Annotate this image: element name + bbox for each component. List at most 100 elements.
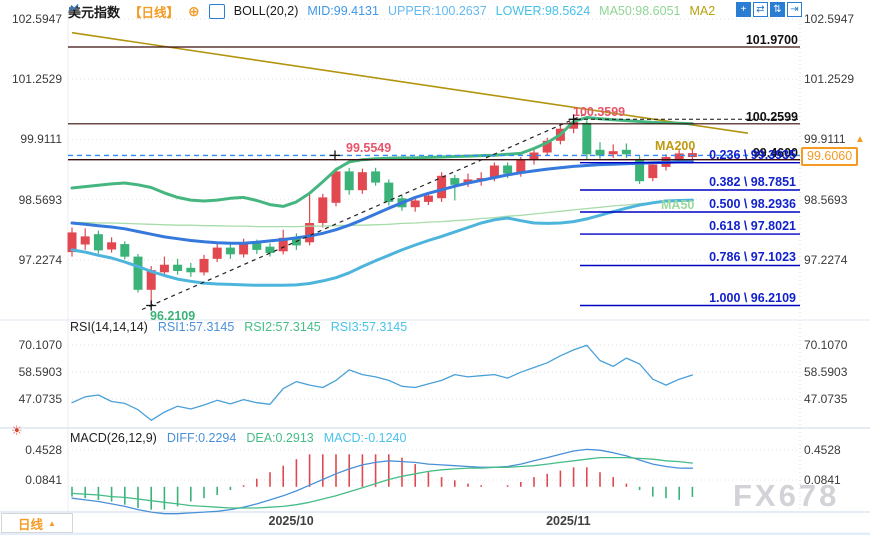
price-axis-label-left: 98.5693 xyxy=(18,192,62,207)
candle xyxy=(93,234,103,251)
rsi2-value: RSI2:57.3145 xyxy=(244,320,321,334)
current-price-tag: 99.6060 xyxy=(801,147,859,166)
level-label-101.97: 101.9700 xyxy=(745,33,798,48)
symbol-title: 美元指数 xyxy=(68,4,121,20)
candle xyxy=(608,151,618,155)
candle xyxy=(542,140,552,153)
candle xyxy=(569,122,579,129)
fib-level-label: 0.786 \ 97.1023 xyxy=(709,250,796,265)
rsi-legend: RSI(14,14,14) RSI1:57.3145 RSI2:57.3145 … xyxy=(70,320,407,334)
candle xyxy=(450,178,460,185)
ma50-value: MA50:98.6051 xyxy=(599,4,681,18)
candle xyxy=(67,232,77,253)
price-axis-label-left: 101.2529 xyxy=(11,72,62,87)
candle xyxy=(621,149,631,155)
candle xyxy=(278,237,288,252)
candle xyxy=(595,149,605,156)
candle xyxy=(516,160,526,174)
ma200-value: MA2 xyxy=(689,4,716,18)
candle xyxy=(384,182,394,202)
fib-level-label: 0.382 \ 98.7851 xyxy=(709,174,796,189)
ma50-line xyxy=(71,200,694,228)
candle xyxy=(120,244,130,257)
rsi-axis-label-left: 70.1070 xyxy=(18,338,62,352)
candle xyxy=(252,243,262,250)
candle xyxy=(582,122,592,155)
watermark: FX678 xyxy=(733,478,840,513)
brightness-icon[interactable]: ☀ xyxy=(11,423,23,438)
period-selector-label: 日线 xyxy=(18,517,44,532)
rsi-axis-label-right: 70.1070 xyxy=(804,338,848,352)
candle xyxy=(186,267,196,273)
candle xyxy=(146,270,156,290)
move-tool-icon[interactable]: + xyxy=(736,2,751,17)
period-selector[interactable]: 日线 ▲ xyxy=(1,513,73,533)
rsi-axis-label-right: 58.5903 xyxy=(804,364,848,379)
boll-upper-value: UPPER:100.2637 xyxy=(387,4,487,18)
candle xyxy=(437,175,447,199)
candle xyxy=(239,243,249,255)
candle xyxy=(265,246,275,253)
rsi-name: RSI(14,14,14) xyxy=(70,320,148,334)
macd-axis-label-right: 0.0841 xyxy=(804,473,841,487)
axis-zoom-icon[interactable]: ⇄ xyxy=(753,2,768,17)
candle xyxy=(305,223,315,243)
boll-upper-line xyxy=(70,116,694,208)
macd-axis-label-left: 0.4528 xyxy=(25,443,62,457)
price-axis-label-right: 97.2274 xyxy=(804,252,848,267)
mid-price-label: 99.5549 xyxy=(346,141,392,156)
rsi-axis-label-left: 58.5903 xyxy=(18,364,62,379)
rsi3-value: RSI3:57.3145 xyxy=(330,320,408,334)
boll-lower-value: LOWER:98.5624 xyxy=(495,4,591,18)
candle xyxy=(410,200,420,208)
candle xyxy=(133,256,143,290)
add-icon[interactable]: ⊕ xyxy=(188,2,200,19)
x-axis-label: 2025/11 xyxy=(546,514,591,528)
period-tag[interactable]: 【日线】 xyxy=(129,5,180,20)
boll-lower-line xyxy=(70,198,694,287)
ma200-line xyxy=(71,31,749,134)
macd-value: MACD:-0.1240 xyxy=(323,431,407,445)
macd-axis-label-right: 0.4528 xyxy=(804,443,841,457)
price-up-arrow-icon: ▲ xyxy=(855,134,865,145)
boll-mid-line xyxy=(70,160,694,245)
candle xyxy=(635,159,645,182)
rsi1-value: RSI1:57.3145 xyxy=(157,320,235,334)
ma200-label: MA200 xyxy=(655,139,696,153)
candle xyxy=(331,171,341,203)
candle xyxy=(159,264,169,273)
macd-histogram xyxy=(71,454,694,510)
price-axis-label-right: 101.2529 xyxy=(804,72,855,87)
boll-mid-value: MID:99.4131 xyxy=(307,4,379,18)
fib-trendline[interactable] xyxy=(141,113,587,311)
price-axis-label-right: 98.5693 xyxy=(804,192,848,207)
candle xyxy=(80,236,90,245)
fib-level-label: 0.618 \ 97.8021 xyxy=(709,219,796,234)
candle xyxy=(357,172,367,191)
fib-level-label: 1.000 \ 96.2109 xyxy=(709,290,796,305)
candle xyxy=(173,264,183,271)
macd-diff-value: DIFF:0.2294 xyxy=(166,431,237,445)
price-axis-label-left: 97.2274 xyxy=(18,252,62,267)
candle xyxy=(489,165,499,179)
x-axis-label: 2025/10 xyxy=(268,514,314,528)
candle xyxy=(344,171,354,191)
candle xyxy=(648,164,658,179)
indicator-chart-icon[interactable] xyxy=(68,3,225,19)
chart-zoom-icon[interactable]: ⇅ xyxy=(770,2,785,17)
fib-low-label: 96.2109 xyxy=(150,309,196,323)
pan-right-icon[interactable]: ⇥ xyxy=(787,2,802,17)
candle xyxy=(674,153,684,161)
boll-label: BOLL(20,2) xyxy=(233,4,299,18)
candle xyxy=(199,258,209,273)
drawn-level-label: 99.4600 xyxy=(752,145,798,160)
price-axis-label-left: 102.5947 xyxy=(11,12,62,26)
fib-lines[interactable] xyxy=(580,161,800,307)
candle xyxy=(463,179,473,183)
rsi-line xyxy=(71,344,694,421)
macd-diff-line xyxy=(71,448,694,515)
candle xyxy=(107,242,117,250)
macd-axis-label-left: 0.0841 xyxy=(25,473,62,487)
candle xyxy=(423,195,433,202)
